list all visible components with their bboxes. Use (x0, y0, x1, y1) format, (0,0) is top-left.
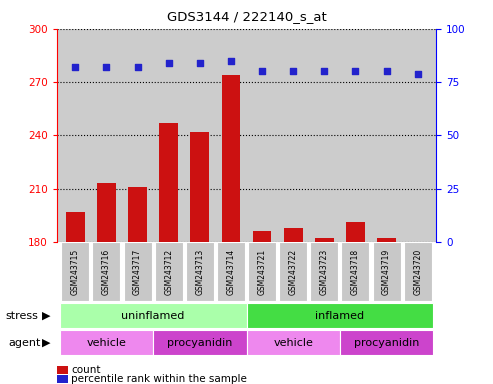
FancyBboxPatch shape (93, 242, 120, 301)
FancyBboxPatch shape (61, 242, 89, 301)
Point (103, 64, 110, 70)
Text: GSM243714: GSM243714 (226, 248, 236, 295)
Text: GSM243722: GSM243722 (289, 248, 298, 295)
Bar (153, 330, 246, 355)
Point (134, 64, 141, 70)
Point (352, 68, 359, 74)
Text: GSM243715: GSM243715 (71, 248, 80, 295)
Text: GSM243713: GSM243713 (195, 248, 204, 295)
Text: GDS3144 / 222140_s_at: GDS3144 / 222140_s_at (167, 10, 326, 23)
FancyBboxPatch shape (341, 242, 369, 301)
Bar (246, 303, 433, 328)
Text: GSM243719: GSM243719 (382, 248, 391, 295)
Bar (377, 238, 396, 242)
Text: inflamed: inflamed (316, 311, 364, 321)
Bar (159, 123, 178, 242)
Bar (97, 183, 116, 242)
Point (289, 68, 297, 74)
FancyBboxPatch shape (186, 242, 214, 301)
Text: GSM243712: GSM243712 (164, 248, 173, 295)
Bar (340, 330, 433, 355)
Point (320, 68, 328, 74)
FancyBboxPatch shape (373, 242, 400, 301)
Bar (60, 303, 246, 328)
Text: vehicle: vehicle (87, 338, 126, 348)
FancyBboxPatch shape (279, 242, 307, 301)
Point (227, 58, 235, 64)
Text: percentile rank within the sample: percentile rank within the sample (71, 374, 247, 384)
FancyBboxPatch shape (404, 242, 432, 301)
FancyBboxPatch shape (217, 242, 245, 301)
Text: ▶: ▶ (42, 311, 50, 321)
FancyBboxPatch shape (310, 242, 338, 301)
Point (165, 60, 173, 66)
Text: procyanidin: procyanidin (167, 338, 233, 348)
Text: stress: stress (5, 311, 38, 321)
Bar (190, 132, 209, 242)
Bar (253, 231, 271, 242)
Text: GSM243716: GSM243716 (102, 248, 111, 295)
Bar (284, 228, 303, 242)
Point (196, 60, 204, 66)
Text: GSM243721: GSM243721 (257, 248, 267, 295)
Text: agent: agent (9, 338, 41, 348)
FancyBboxPatch shape (248, 242, 276, 301)
Point (71, 64, 79, 70)
Bar (346, 222, 365, 242)
Bar (60, 330, 153, 355)
Point (414, 71, 422, 77)
Bar (66, 212, 85, 242)
Text: GSM243717: GSM243717 (133, 248, 142, 295)
Text: GSM243723: GSM243723 (320, 248, 329, 295)
Text: procyanidin: procyanidin (354, 338, 419, 348)
FancyBboxPatch shape (155, 242, 183, 301)
Point (258, 68, 266, 74)
Text: GSM243718: GSM243718 (351, 248, 360, 295)
Bar (315, 238, 334, 242)
Text: GSM243720: GSM243720 (413, 248, 422, 295)
Text: uninflamed: uninflamed (121, 311, 185, 321)
Bar (246, 330, 340, 355)
FancyBboxPatch shape (124, 242, 152, 301)
Text: ▶: ▶ (42, 338, 50, 348)
Text: count: count (71, 365, 101, 375)
Bar (128, 187, 147, 242)
Point (383, 68, 390, 74)
Bar (222, 75, 240, 242)
Text: vehicle: vehicle (273, 338, 313, 348)
